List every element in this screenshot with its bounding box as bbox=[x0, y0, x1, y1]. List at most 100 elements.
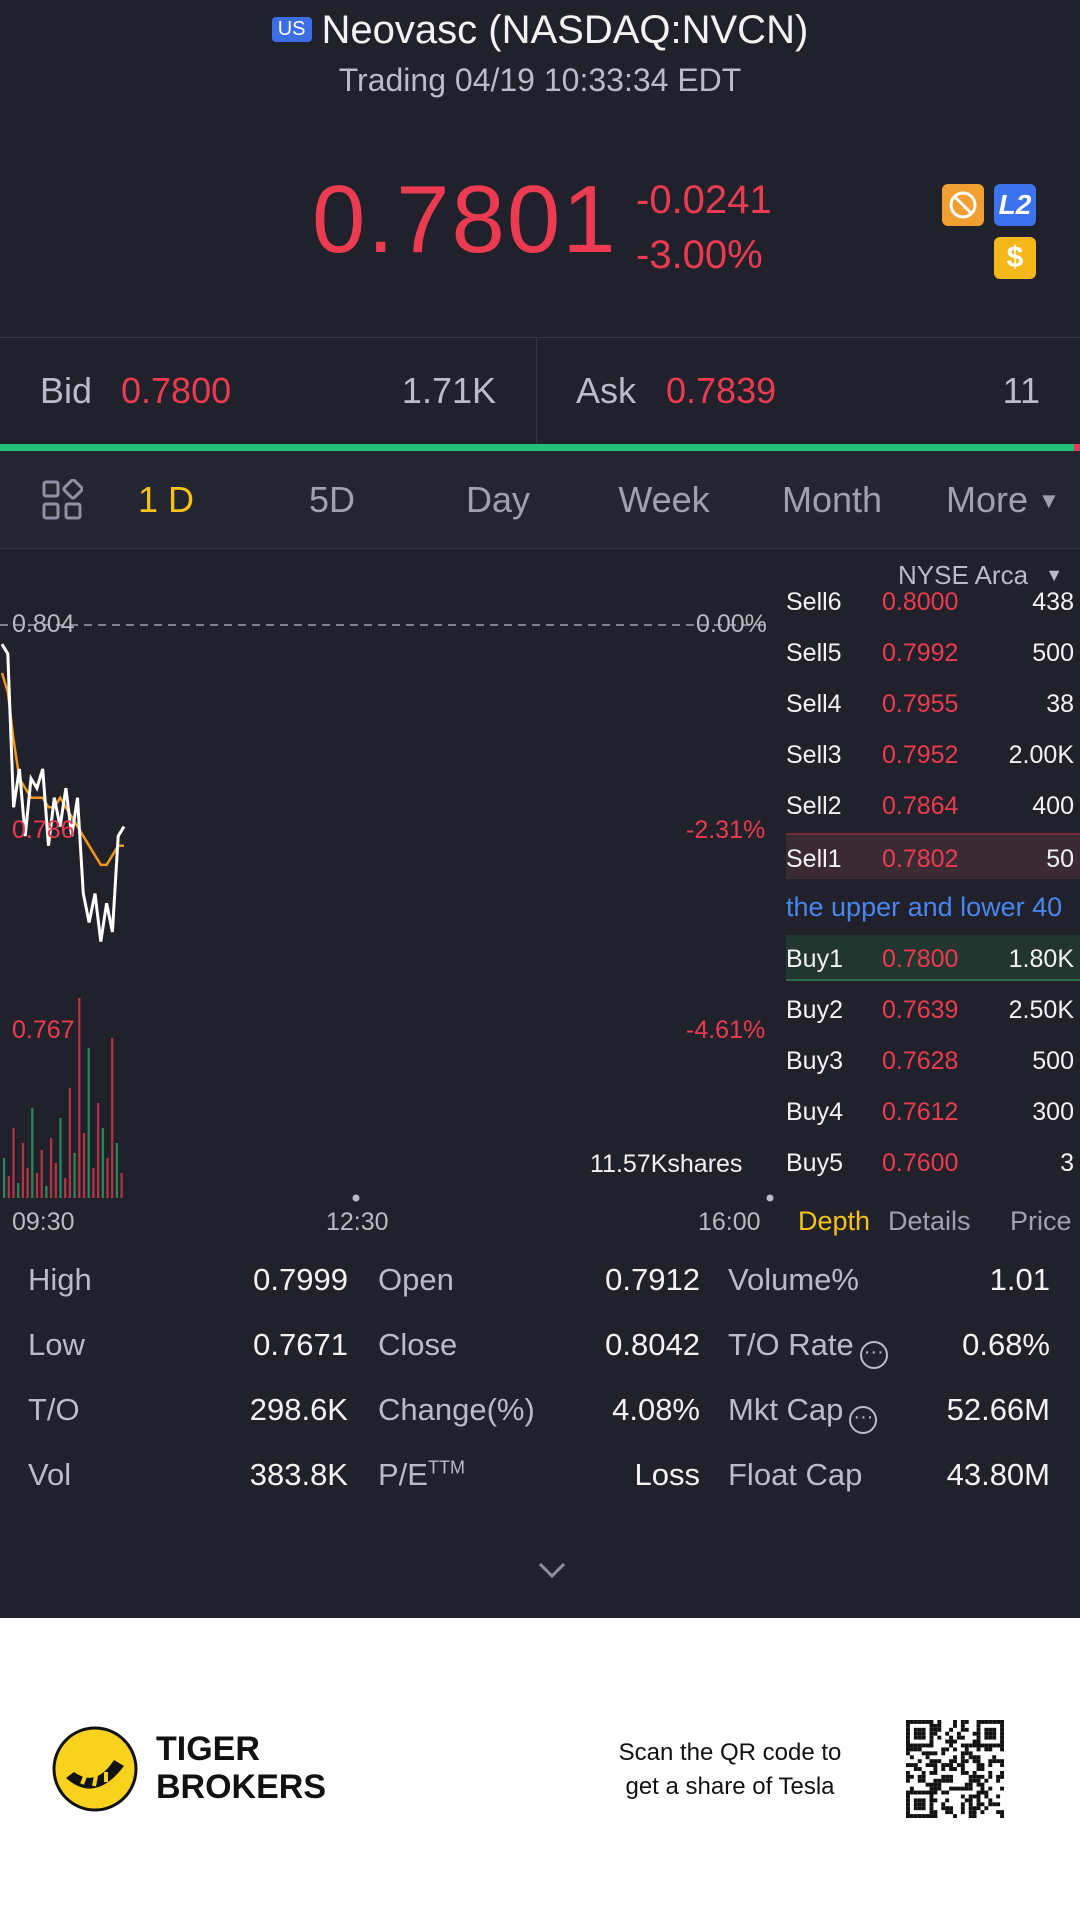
y-tick-low-pct: -4.61% bbox=[686, 1016, 766, 1044]
stat-label: Low bbox=[28, 1327, 85, 1363]
order-price: 0.7864 bbox=[882, 792, 959, 820]
brand-line2: BROKERS bbox=[156, 1768, 327, 1806]
y-tick-mid: 0.786 bbox=[12, 816, 75, 844]
subtab-details[interactable]: Details bbox=[888, 1206, 971, 1236]
order-qty: 1.80K bbox=[1008, 945, 1074, 973]
sell-order-row: Sell2 0.7864 400 bbox=[786, 782, 1080, 828]
order-qty: 400 bbox=[1032, 792, 1074, 820]
stat-value: 0.7912 bbox=[605, 1262, 700, 1297]
volume-label: 11.57Kshares bbox=[590, 1150, 743, 1178]
stat-label: Volume% bbox=[728, 1262, 859, 1298]
bid-ratio-bar bbox=[0, 444, 1074, 451]
tab-day[interactable]: Day bbox=[465, 479, 531, 520]
order-label: Sell2 bbox=[786, 792, 842, 820]
sell-order-row: Sell3 0.7952 2.00K bbox=[786, 731, 1080, 777]
dollar-icon[interactable]: $ bbox=[994, 237, 1036, 279]
x-tick-close: 16:00 bbox=[698, 1208, 761, 1236]
stat-label: Change(%) bbox=[378, 1392, 535, 1428]
tiger-logo-icon bbox=[52, 1726, 138, 1816]
tab-1d[interactable]: 1 D bbox=[137, 479, 195, 520]
stat-value: 1.01 bbox=[989, 1262, 1050, 1297]
level2-icon[interactable]: L2 bbox=[994, 184, 1036, 226]
stat-value: 43.80M bbox=[946, 1457, 1050, 1492]
promo-text: Scan the QR code to get a share of Tesla bbox=[600, 1736, 860, 1804]
stat-label-text: Mkt Cap bbox=[728, 1392, 844, 1427]
buy-order-row: Buy3 0.7628 500 bbox=[786, 1037, 1080, 1083]
tab-week[interactable]: Week bbox=[618, 479, 710, 520]
ask-size: 11 bbox=[1002, 370, 1040, 411]
subtab-price[interactable]: Price bbox=[1010, 1206, 1072, 1236]
stat-label-text: P/E bbox=[378, 1457, 428, 1492]
volume-bar bbox=[73, 1153, 76, 1198]
order-price: 0.7800 bbox=[882, 945, 959, 973]
stock-name: Neovasc (NASDAQ:NVCN) bbox=[321, 8, 809, 52]
last-price: 0.7801 bbox=[312, 166, 618, 273]
buy-order-row: Buy5 0.7600 3 bbox=[786, 1139, 1080, 1185]
volume-bar bbox=[101, 1128, 104, 1198]
tab-5d[interactable]: 5D bbox=[308, 479, 356, 520]
stat-label-text: Change(%) bbox=[378, 1392, 535, 1427]
volume-bar bbox=[97, 1103, 100, 1198]
volume-bar bbox=[26, 1168, 29, 1198]
order-qty: 200 bbox=[1032, 1200, 1074, 1202]
info-icon[interactable]: ··· bbox=[849, 1406, 878, 1434]
order-price: 0.7802 bbox=[882, 845, 959, 873]
bid-price: 0.7800 bbox=[121, 370, 232, 411]
order-label: Sell1 bbox=[786, 845, 842, 873]
order-label: Buy2 bbox=[786, 996, 843, 1024]
volume-bar bbox=[35, 1173, 39, 1198]
stat-label-text: Volume% bbox=[728, 1262, 859, 1297]
promo-footer: TIGER BROKERS Scan the QR code to get a … bbox=[0, 1618, 1080, 1920]
stat-label: Mkt Cap ··· bbox=[728, 1392, 878, 1434]
promo-line1: Scan the QR code to bbox=[618, 1739, 842, 1766]
ask-label: Ask bbox=[576, 370, 637, 411]
volume-bar bbox=[40, 1150, 43, 1198]
order-book: Sell6 0.8000 438 Sell5 0.7992 500 Sell4 0.7955 3… bbox=[786, 592, 1080, 1202]
tab-more[interactable]: More ▼ bbox=[946, 451, 1070, 549]
order-label: Buy5 bbox=[786, 1149, 843, 1177]
order-price: 0.7600 bbox=[882, 1200, 958, 1202]
ask-price: 0.7839 bbox=[666, 370, 777, 411]
volume-bar bbox=[106, 1158, 109, 1198]
x-tick-open: 09:30 bbox=[12, 1208, 75, 1236]
intraday-chart[interactable]: 0.804 0.00% 0.786 -2.31% 0.767 -4.61% 11… bbox=[0, 550, 780, 1236]
exchange-selector[interactable]: NYSE Arca ▼ bbox=[898, 560, 1063, 591]
period-tabs: 1 D 5D Day Week Month More ▼ bbox=[0, 451, 1080, 549]
volume-bar bbox=[45, 1186, 48, 1198]
tab-month[interactable]: Month bbox=[781, 479, 883, 520]
order-price: 0.7612 bbox=[882, 1098, 959, 1126]
order-label: Buy3 bbox=[786, 1047, 843, 1075]
subtab-depth[interactable]: Depth bbox=[798, 1206, 871, 1236]
volume-bar bbox=[50, 1138, 53, 1198]
sell-order-row: Sell4 0.7955 38 bbox=[786, 680, 1080, 726]
volume-bars bbox=[3, 998, 123, 1198]
expand-chevron-icon[interactable] bbox=[536, 1560, 568, 1584]
layout-grid-icon[interactable] bbox=[36, 451, 88, 549]
brand-line1: TIGER bbox=[156, 1730, 260, 1768]
stat-label-text: Close bbox=[378, 1327, 458, 1362]
info-icon[interactable]: ··· bbox=[859, 1341, 888, 1369]
volume-bar bbox=[92, 1168, 95, 1198]
buy-order-row: Buy4 0.7612 300 bbox=[786, 1088, 1080, 1134]
stat-value: 0.8042 bbox=[605, 1327, 700, 1362]
bid-size: 1.71K bbox=[401, 370, 496, 411]
ask-ratio-bar bbox=[1074, 444, 1080, 451]
order-label: Sell6 bbox=[786, 592, 842, 616]
order-label: Sell5 bbox=[786, 639, 842, 667]
order-qty: 50 bbox=[1046, 845, 1074, 873]
divider bbox=[536, 338, 537, 444]
stat-label: High bbox=[28, 1262, 92, 1298]
qr-code-icon[interactable] bbox=[906, 1720, 1004, 1822]
volume-bar bbox=[7, 1176, 10, 1198]
bid-ask-bar: Bid 0.7800 1.71K Ask 0.7839 11 bbox=[0, 338, 1080, 444]
order-qty: 300 bbox=[1032, 1098, 1074, 1126]
depth-marquee: the upper and lower 40 bbox=[786, 884, 1080, 930]
sell-order-row: Sell6 0.8000 438 bbox=[786, 592, 1080, 624]
stat-value: 383.8K bbox=[249, 1457, 348, 1492]
order-label: Buy5 bbox=[786, 1200, 843, 1202]
stat-label: Float Cap bbox=[728, 1457, 862, 1493]
y-tick-ref: 0.804 bbox=[12, 610, 75, 638]
tab-more-label: More bbox=[946, 479, 1029, 520]
stock-title: US Neovasc (NASDAQ:NVCN) bbox=[0, 8, 1080, 53]
crypto-icon[interactable] bbox=[942, 184, 984, 226]
